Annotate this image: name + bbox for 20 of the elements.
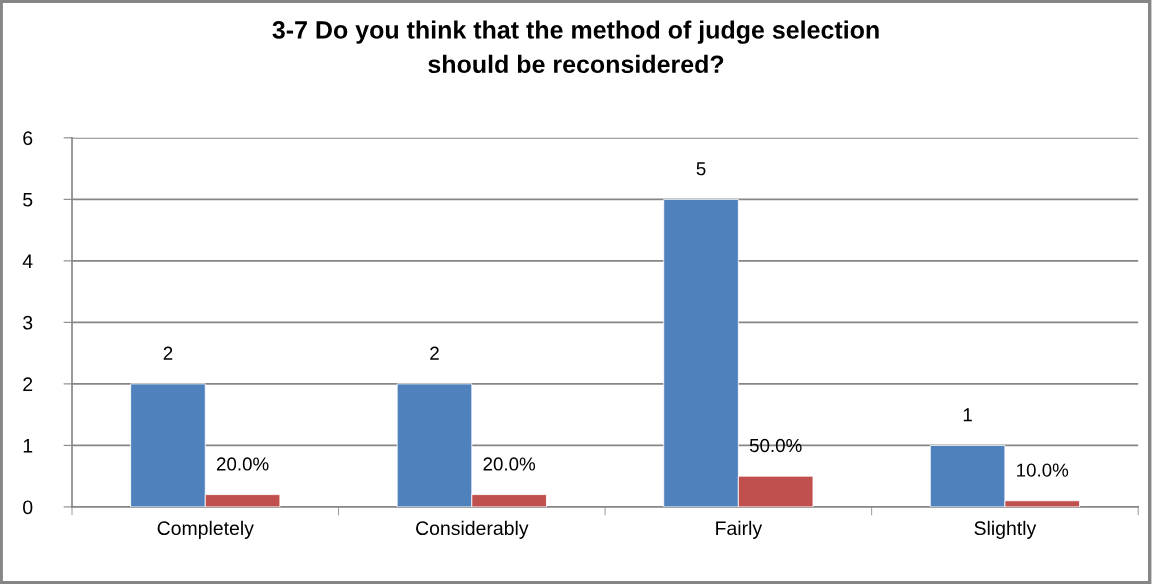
chart-title: 3-7 Do you think that the method of judge selection should be reconsidered? xyxy=(272,20,879,74)
x-tick-label: Considerably xyxy=(416,520,529,539)
y-tick-label: 0 xyxy=(23,500,33,515)
data-label: 2 xyxy=(163,346,173,360)
y-tick-label: 3 xyxy=(23,315,33,330)
x-tick-label: Completely xyxy=(157,520,254,539)
data-label: 20.0% xyxy=(216,457,269,471)
y-tick-label: 6 xyxy=(23,131,33,146)
y-tick-label: 4 xyxy=(22,254,33,268)
x-tick-label: Slightly xyxy=(974,520,1037,539)
data-label: 5 xyxy=(696,162,706,176)
data-label: 1 xyxy=(963,408,972,422)
data-label: 2 xyxy=(430,346,439,360)
y-tick-label: 5 xyxy=(23,193,33,207)
x-tick-label: Fairly xyxy=(716,520,763,539)
data-label: 50.0% xyxy=(749,438,802,453)
y-tick-label: 2 xyxy=(23,377,33,391)
y-tick-label: 1 xyxy=(23,439,33,453)
data-label: 10.0% xyxy=(1017,463,1069,477)
data-label: 20.0% xyxy=(483,457,536,471)
